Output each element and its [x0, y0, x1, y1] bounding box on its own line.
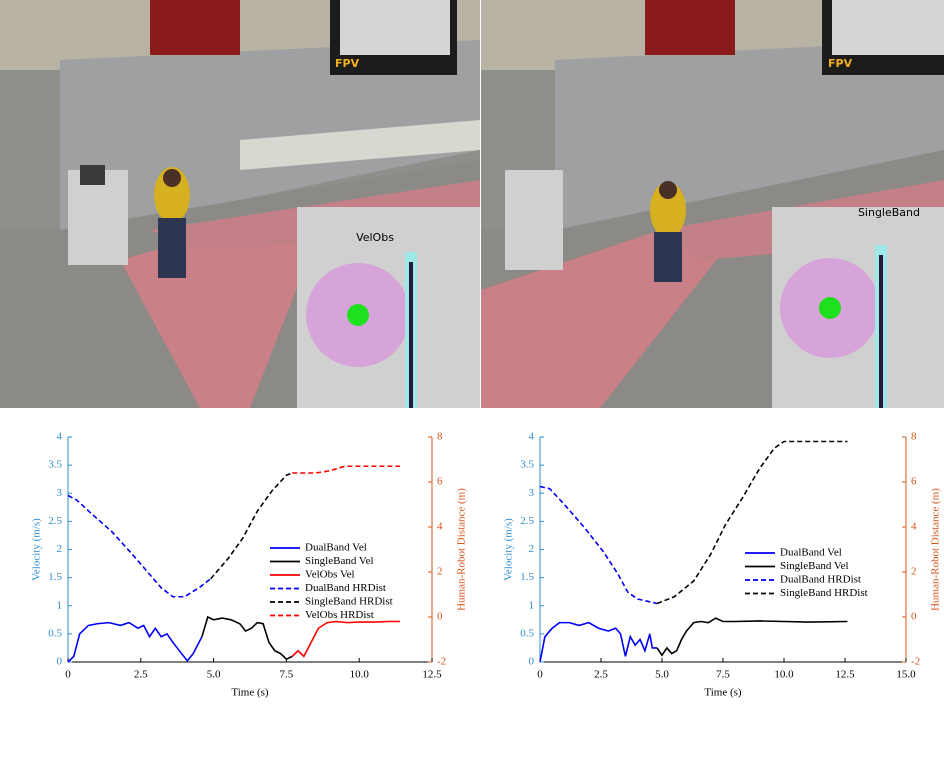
data-line [539, 485, 658, 605]
y-axis-label: Velocity (m/s) [503, 518, 515, 581]
x-axis-label: Time (s) [231, 687, 269, 699]
y-tick-label: 4 [57, 431, 63, 443]
y2-tick-label: 0 [911, 611, 917, 623]
data-line [291, 620, 400, 658]
y-tick-label: 0 [529, 656, 535, 668]
legend-label: VelObs HRDist [305, 609, 374, 621]
x-tick-label: 7.5 [280, 669, 294, 681]
data-line [67, 621, 203, 663]
y2-axis-label: Human-Robot Distance (m) [930, 488, 942, 611]
x-tick-label: 0 [65, 669, 71, 681]
y-tick-label: 2 [57, 543, 63, 555]
x-tick-label: 12.5 [835, 669, 855, 681]
legend-label: SingleBand HRDist [780, 587, 868, 599]
fpv-label: FPV [828, 57, 853, 70]
x-tick-label: 15.0 [896, 669, 916, 681]
scene-left: FPV VelObs [0, 0, 480, 408]
y2-tick-label: 8 [437, 431, 443, 443]
y-tick-label: 0.5 [520, 627, 534, 639]
y-tick-label: 3 [529, 487, 535, 499]
data-line [201, 615, 293, 661]
y-axis-label: Velocity (m/s) [31, 518, 43, 581]
x-tick-label: 7.5 [716, 669, 730, 681]
y2-axis-label: Human-Robot Distance (m) [456, 488, 468, 611]
y2-tick-label: 6 [911, 476, 917, 488]
y-tick-label: 3.5 [48, 459, 62, 471]
y2-tick-label: 2 [437, 566, 443, 578]
x-axis-label: Time (s) [704, 687, 742, 699]
data-line [67, 494, 212, 598]
data-line [656, 617, 848, 657]
y-tick-label: 1 [529, 599, 535, 611]
chart: 0 2.5 5.0 7.5 10.0 12.5 0 0.5 1 1.5 2 2.5 3 3.5 4 -2 0 2 4… [31, 431, 468, 699]
y-tick-label: 0 [57, 656, 63, 668]
data-line [292, 465, 400, 474]
legend-label: DualBand Vel [305, 542, 367, 554]
scene-right: FPV SingleBand [481, 0, 944, 408]
panel-title: SingleBand [858, 206, 920, 219]
data-line [539, 621, 658, 663]
x-tick-label: 0 [537, 669, 543, 681]
legend-label: SingleBand Vel [305, 555, 374, 567]
y2-tick-label: 6 [437, 476, 443, 488]
y2-tick-label: 8 [911, 431, 917, 443]
x-tick-label: 10.0 [350, 669, 370, 681]
x-tick-label: 2.5 [594, 669, 608, 681]
y-tick-label: 1.5 [520, 571, 534, 583]
y-tick-label: 2.5 [520, 515, 534, 527]
panel-title: VelObs [356, 231, 394, 244]
legend-label: DualBand Vel [780, 547, 842, 559]
legend-label: SingleBand Vel [780, 560, 849, 572]
y-tick-label: 1.5 [48, 571, 62, 583]
y-tick-label: 4 [529, 431, 535, 443]
y2-tick-label: -2 [911, 656, 920, 668]
data-line [656, 440, 848, 605]
y-tick-label: 3 [57, 487, 63, 499]
fpv-label: FPV [335, 57, 360, 70]
chart: 0 2.5 5.0 7.5 10.0 12.5 15.0 0 0.5 1 1.5 2 2.5 3 3.5 4 -… [503, 431, 942, 699]
x-tick-label: 5.0 [655, 669, 669, 681]
y2-tick-label: -2 [437, 656, 446, 668]
y2-tick-label: 0 [437, 611, 443, 623]
y2-tick-label: 2 [911, 566, 917, 578]
legend-label: DualBand HRDist [780, 574, 861, 586]
legend-label: DualBand HRDist [305, 582, 386, 594]
x-tick-label: 2.5 [134, 669, 148, 681]
y-tick-label: 0.5 [48, 627, 62, 639]
x-tick-label: 12.5 [422, 669, 442, 681]
y2-tick-label: 4 [437, 521, 443, 533]
y-tick-label: 1 [57, 599, 63, 611]
y2-tick-label: 4 [911, 521, 917, 533]
data-line [210, 472, 293, 580]
legend-label: VelObs Vel [305, 569, 355, 581]
y-tick-label: 2 [529, 543, 535, 555]
y-tick-label: 3.5 [520, 459, 534, 471]
x-tick-label: 5.0 [207, 669, 221, 681]
legend-label: SingleBand HRDist [305, 596, 393, 608]
y-tick-label: 2.5 [48, 515, 62, 527]
x-tick-label: 10.0 [774, 669, 794, 681]
